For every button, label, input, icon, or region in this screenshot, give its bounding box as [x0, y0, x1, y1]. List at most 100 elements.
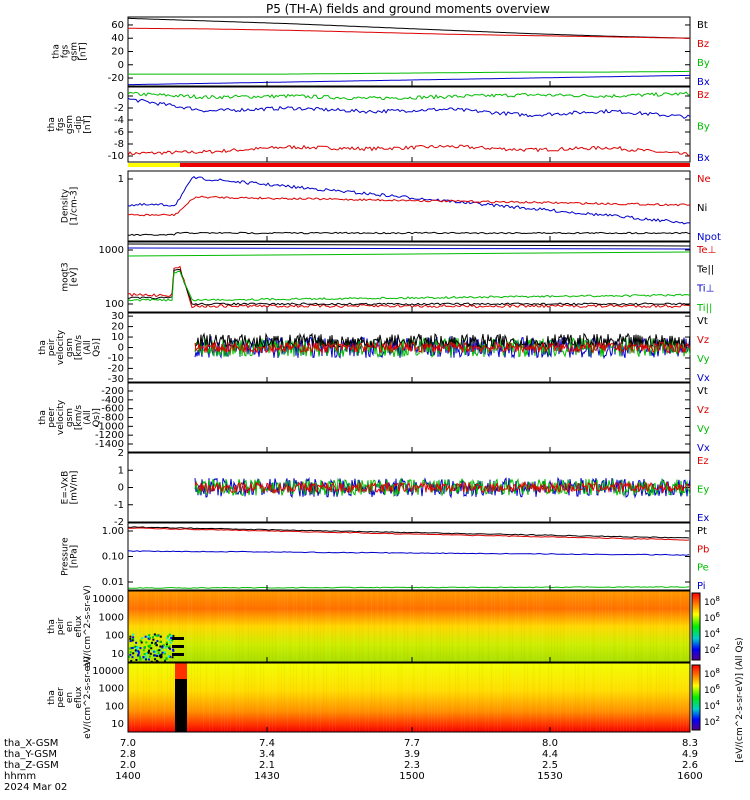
series-by — [127, 91, 691, 101]
x-tick-label: 1400 — [115, 771, 140, 782]
spectrogram-texture — [137, 591, 138, 662]
spectrogram-texture — [521, 591, 522, 662]
ylabel-line: tha — [47, 690, 57, 705]
spectrogram-texture — [500, 591, 501, 662]
colorbar-tick-exp: 2 — [715, 715, 719, 723]
spectrogram-noise — [136, 654, 139, 657]
spectrogram-noise — [156, 640, 159, 643]
spectrogram-texture — [245, 663, 246, 732]
spectrogram-texture — [248, 591, 249, 662]
spectrogram-noise — [133, 645, 136, 648]
spectrogram-noise — [165, 656, 168, 659]
y-tick-label: -600 — [101, 404, 124, 415]
legend-vz: Vz — [697, 405, 709, 416]
spectrogram-noise — [168, 638, 171, 641]
spectrogram-noise — [167, 655, 170, 658]
legend-bt: Bt — [697, 20, 708, 31]
y-tick-label: -200 — [101, 386, 124, 397]
spectrogram-noise — [154, 651, 157, 654]
spectrogram-texture — [416, 591, 417, 662]
spectrogram-texture — [620, 663, 621, 732]
spectrogram-texture — [386, 663, 387, 732]
spectrogram-noise — [167, 635, 170, 638]
spectrogram-texture — [641, 591, 642, 662]
spectrogram-texture — [548, 663, 549, 732]
spectrogram-texture — [416, 663, 417, 732]
colorbar-tick: 108 — [704, 595, 720, 608]
colorbar-tick-exp: 8 — [715, 667, 719, 675]
y-tick-label: 100 — [105, 299, 124, 310]
y-tick-label: -20 — [108, 363, 124, 374]
spectrogram-texture — [629, 591, 630, 662]
ylabel-line: tha — [47, 117, 57, 132]
panel-8: Pressure [nPa] 1.00 0.10 0.01 Pt Pb Pe Pi — [61, 522, 709, 592]
spectrogram-noise — [165, 643, 168, 646]
spectrogram-texture — [413, 591, 414, 662]
spectrogram-texture — [506, 663, 507, 732]
spectrogram — [128, 663, 690, 732]
spectrogram-texture — [446, 663, 447, 732]
ylabel-line: Pressure — [61, 537, 71, 576]
spectrogram-texture — [473, 591, 474, 662]
spectrogram-noise — [130, 647, 133, 650]
spectrogram-texture — [485, 591, 486, 662]
panel-1: tha fgs gsm [nT] 60 40 20 0 -20 Bt Bz By Bx — [52, 16, 710, 88]
spectrogram-noise — [143, 653, 146, 656]
spectrogram-noise — [129, 637, 132, 640]
spectrogram-texture — [281, 663, 282, 732]
ylabel-line: peir — [56, 617, 66, 635]
spectrogram-texture — [341, 591, 342, 662]
ylabel-line: eflux — [74, 686, 84, 709]
legend-ni: Ni — [697, 203, 707, 214]
y-tick-label: -1200 — [95, 430, 124, 441]
spectrogram-texture — [176, 591, 177, 662]
spectrogram-texture — [350, 663, 351, 732]
spectrogram — [128, 591, 690, 662]
spectrogram-noise — [163, 660, 166, 663]
spectrogram-texture — [671, 663, 672, 732]
colorbar-tick: 104 — [704, 699, 720, 712]
spectrogram-texture — [368, 591, 369, 662]
spectrogram-noise — [165, 657, 168, 660]
spectrogram-noise — [172, 648, 175, 651]
y-tick-label: 0 — [118, 60, 124, 71]
spectrogram-noise — [147, 649, 150, 652]
ylabel-line: [1/cm-3] — [70, 187, 80, 225]
colorbar-tick-exp: 8 — [715, 595, 719, 603]
spectrogram-noise — [164, 659, 167, 662]
spectrogram-texture — [305, 663, 306, 732]
spectrogram-texture — [365, 591, 366, 662]
spectrogram-texture — [614, 591, 615, 662]
spectrogram-texture — [143, 591, 144, 662]
x-tick-label: 7.4 — [259, 738, 275, 749]
spectrogram-noise — [140, 641, 143, 644]
series-bx — [127, 74, 690, 86]
spectrogram-texture — [134, 663, 135, 732]
spectrogram-noise — [139, 657, 142, 660]
noise-series-2 — [194, 332, 691, 350]
spectrogram-texture — [287, 663, 288, 732]
spectrogram-texture — [530, 591, 531, 662]
spectrogram-noise — [156, 654, 159, 657]
spectrogram-noise — [170, 634, 173, 637]
y-tick-label: -20 — [108, 73, 124, 84]
spectrogram-texture — [389, 591, 390, 662]
spectrogram-texture — [482, 663, 483, 732]
spectrogram-texture — [563, 591, 564, 662]
colorbar-tick: 102 — [704, 715, 720, 728]
spectrogram-texture — [428, 663, 429, 732]
spectrogram-texture — [515, 663, 516, 732]
spectrogram-texture — [296, 663, 297, 732]
spectrogram-texture — [314, 591, 315, 662]
panel-9: tha peir en eflux eV/(cm^2-s-sr-eV) 10000 1000… — [47, 585, 691, 668]
colorbar — [691, 592, 701, 661]
spectrogram-texture — [215, 663, 216, 732]
x-tick-label: 2.1 — [259, 760, 275, 771]
spectrogram-noise — [165, 641, 168, 644]
x-tick-label: 3.4 — [259, 749, 275, 760]
spectrogram-texture — [326, 591, 327, 662]
temp-upper-black — [127, 243, 691, 247]
spectrogram-texture — [656, 663, 657, 732]
spectrogram-texture — [683, 591, 684, 662]
spectrogram-texture — [599, 663, 600, 732]
